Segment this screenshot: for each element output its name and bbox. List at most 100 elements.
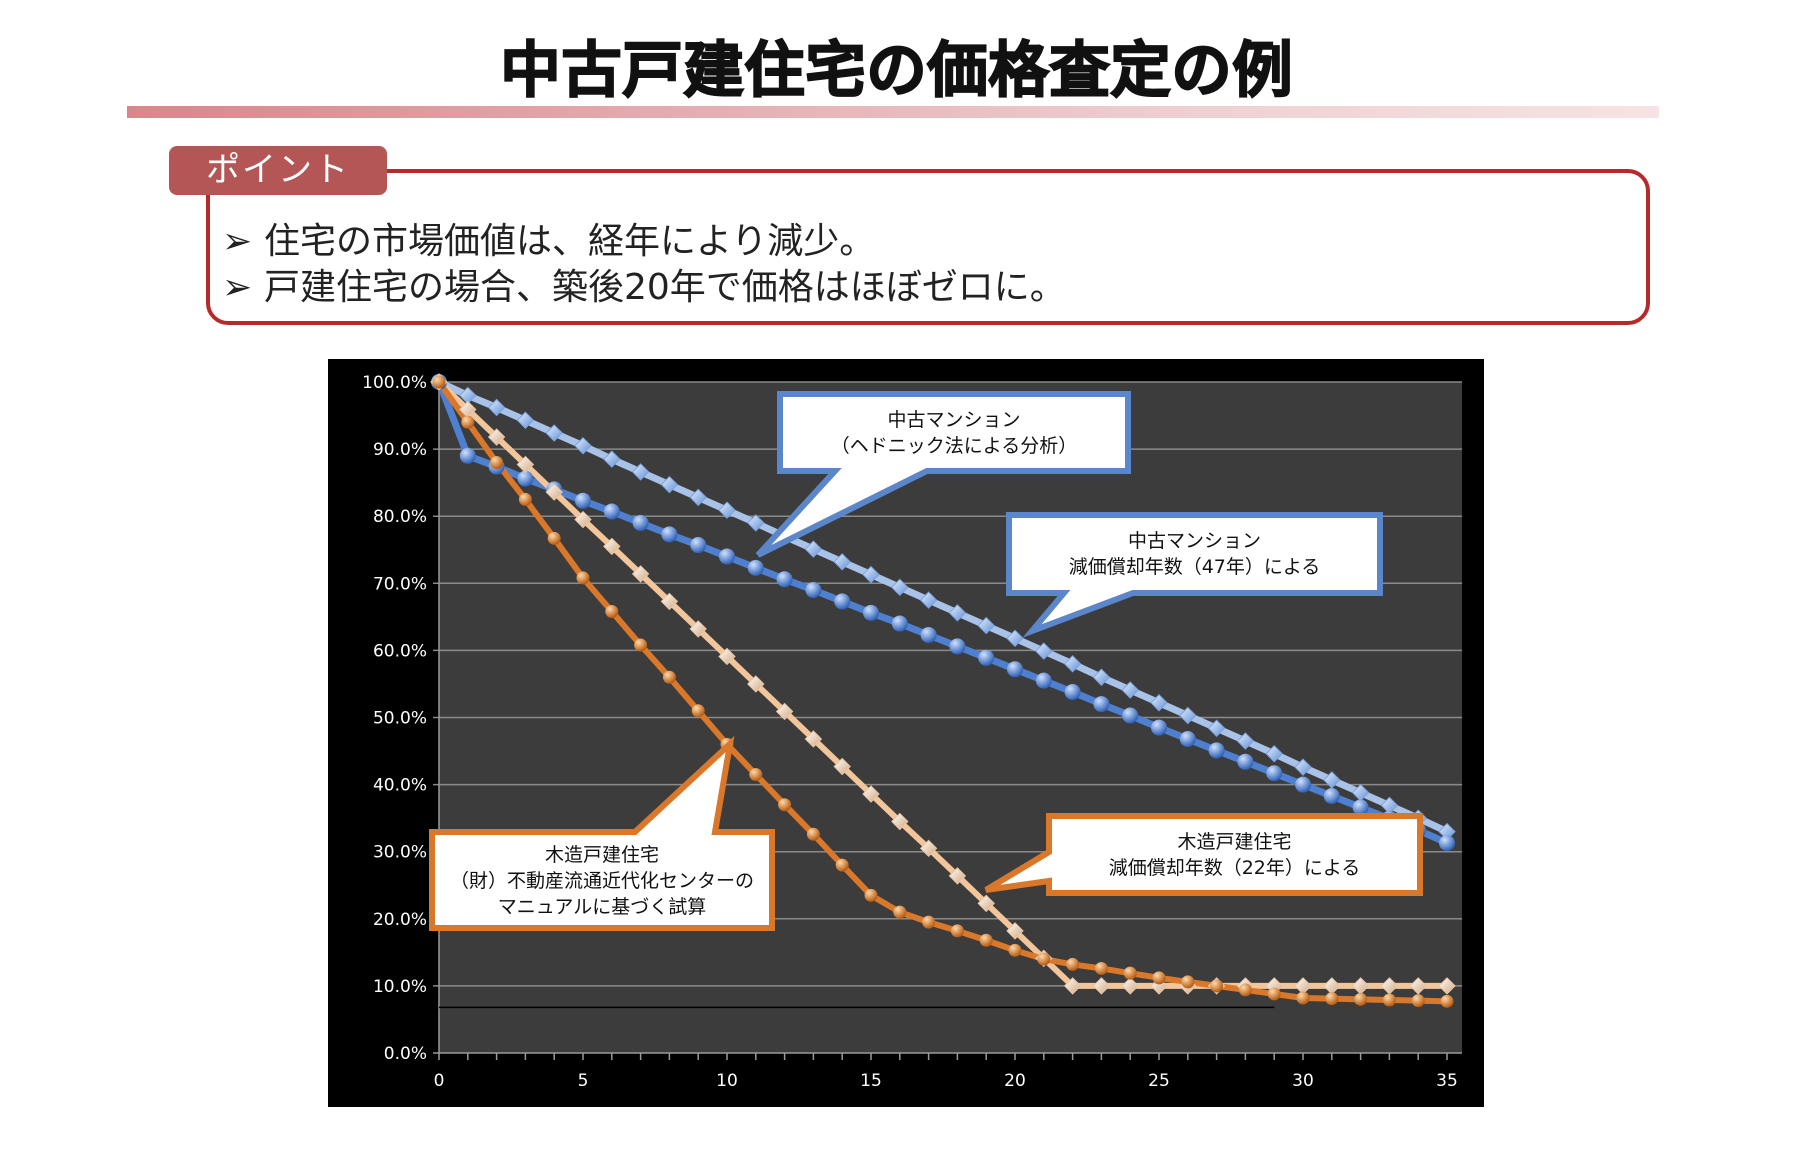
data-point	[948, 867, 967, 885]
y-tick-label: 0.0%	[384, 1044, 427, 1064]
callout-text: 木造戸建住宅 （財）不動産流通近代化センターの マニュアルに基づく試算	[432, 842, 772, 920]
data-point	[1179, 730, 1196, 747]
callout-line: （ヘドニック法による分析）	[830, 435, 1078, 457]
data-point	[1210, 979, 1224, 993]
page-title: 中古戸建住宅の価格査定の例	[500, 35, 1294, 107]
callout-line: 減価償却年数（47年）による	[1068, 556, 1321, 578]
data-point	[1236, 732, 1255, 750]
y-tick-label: 100.0%	[362, 373, 427, 393]
data-point	[978, 649, 995, 666]
data-point	[891, 578, 909, 597]
data-point	[863, 604, 879, 621]
data-point	[747, 514, 765, 532]
data-point	[1035, 672, 1052, 689]
x-tick-label: 25	[1148, 1071, 1170, 1091]
data-point	[487, 398, 506, 417]
data-point	[806, 827, 820, 841]
data-point	[1440, 994, 1454, 1008]
data-point	[545, 483, 563, 501]
data-point	[1006, 922, 1024, 940]
data-point	[1295, 776, 1311, 793]
data-point	[518, 492, 532, 506]
data-point	[690, 537, 707, 554]
arrowhead-bullet-icon: ➢	[222, 267, 253, 308]
data-point	[1411, 994, 1425, 1008]
data-point	[1208, 742, 1225, 759]
data-point	[459, 447, 476, 464]
bullet-text: 住宅の市場価値は、経年により減少。	[264, 221, 876, 262]
point-tab-label: ポイント	[169, 146, 387, 195]
data-point	[949, 638, 966, 655]
callout-line: 中古マンション	[887, 409, 1021, 431]
callout-box	[429, 735, 775, 931]
y-tick-label: 40.0%	[373, 776, 427, 796]
title-underline	[127, 106, 1659, 118]
data-point	[862, 785, 880, 803]
data-point	[864, 888, 878, 902]
y-tick-label: 80.0%	[373, 507, 427, 527]
callout-line: （財）不動産流通近代化センターの	[449, 870, 754, 892]
data-point	[1266, 765, 1283, 782]
data-point	[776, 571, 793, 588]
data-point	[1265, 745, 1283, 763]
y-tick-label: 30.0%	[373, 843, 427, 863]
data-point	[862, 565, 880, 584]
data-point	[689, 620, 707, 638]
bullet-item: ➢ 戸建住宅の場合、築後20年で価格はほぼゼロに。	[222, 258, 1066, 310]
data-point	[661, 526, 678, 543]
callout-line: 減価償却年数（22年）による	[1108, 857, 1361, 879]
data-point	[834, 593, 851, 610]
y-tick-label: 50.0%	[373, 709, 427, 729]
bullet-text: 戸建住宅の場合、築後20年で価格はほぼゼロに。	[264, 267, 1066, 308]
data-point	[1352, 799, 1369, 816]
data-point	[1382, 993, 1396, 1007]
callout-line: 木造戸建住宅	[1177, 831, 1292, 853]
data-point	[891, 812, 909, 831]
x-tick-label: 35	[1436, 1071, 1458, 1091]
data-point	[1063, 977, 1082, 995]
data-point	[833, 553, 851, 571]
arrowhead-bullet-icon: ➢	[222, 221, 253, 262]
data-point	[461, 415, 475, 429]
data-point	[603, 537, 621, 556]
data-point	[1296, 991, 1310, 1005]
data-point	[432, 375, 446, 389]
data-point	[1152, 971, 1166, 985]
data-point	[747, 675, 765, 693]
data-point	[778, 798, 792, 812]
data-point	[893, 905, 907, 919]
data-point	[516, 411, 535, 429]
data-point	[1323, 788, 1340, 805]
callout-box	[755, 391, 1131, 558]
callout-text: 木造戸建住宅 減価償却年数（22年）による	[1049, 829, 1420, 881]
data-point	[979, 933, 993, 947]
data-point	[804, 730, 823, 748]
data-point	[1121, 977, 1139, 995]
data-point	[1092, 668, 1111, 686]
x-tick-label: 0	[434, 1071, 445, 1091]
data-point	[922, 915, 936, 929]
data-point	[547, 531, 561, 545]
data-point	[516, 455, 535, 474]
data-point	[948, 604, 967, 622]
data-point	[1267, 987, 1281, 1001]
data-point	[833, 757, 851, 776]
data-point	[718, 501, 736, 519]
data-point	[1151, 719, 1167, 736]
point-box	[206, 169, 1650, 325]
data-point	[574, 437, 592, 455]
data-point	[1122, 707, 1139, 724]
data-point	[719, 548, 735, 565]
callout-text: 中古マンション （ヘドニック法による分析）	[780, 407, 1128, 459]
data-point	[1238, 983, 1252, 997]
data-point	[574, 510, 592, 529]
data-point	[1439, 834, 1455, 851]
x-tick-label: 5	[578, 1071, 589, 1091]
y-tick-label: 60.0%	[373, 641, 427, 661]
data-point	[490, 456, 504, 470]
data-point	[1325, 992, 1339, 1006]
callout-box	[984, 813, 1423, 896]
data-point	[1179, 706, 1197, 725]
data-point	[634, 638, 648, 652]
data-point	[660, 592, 679, 611]
